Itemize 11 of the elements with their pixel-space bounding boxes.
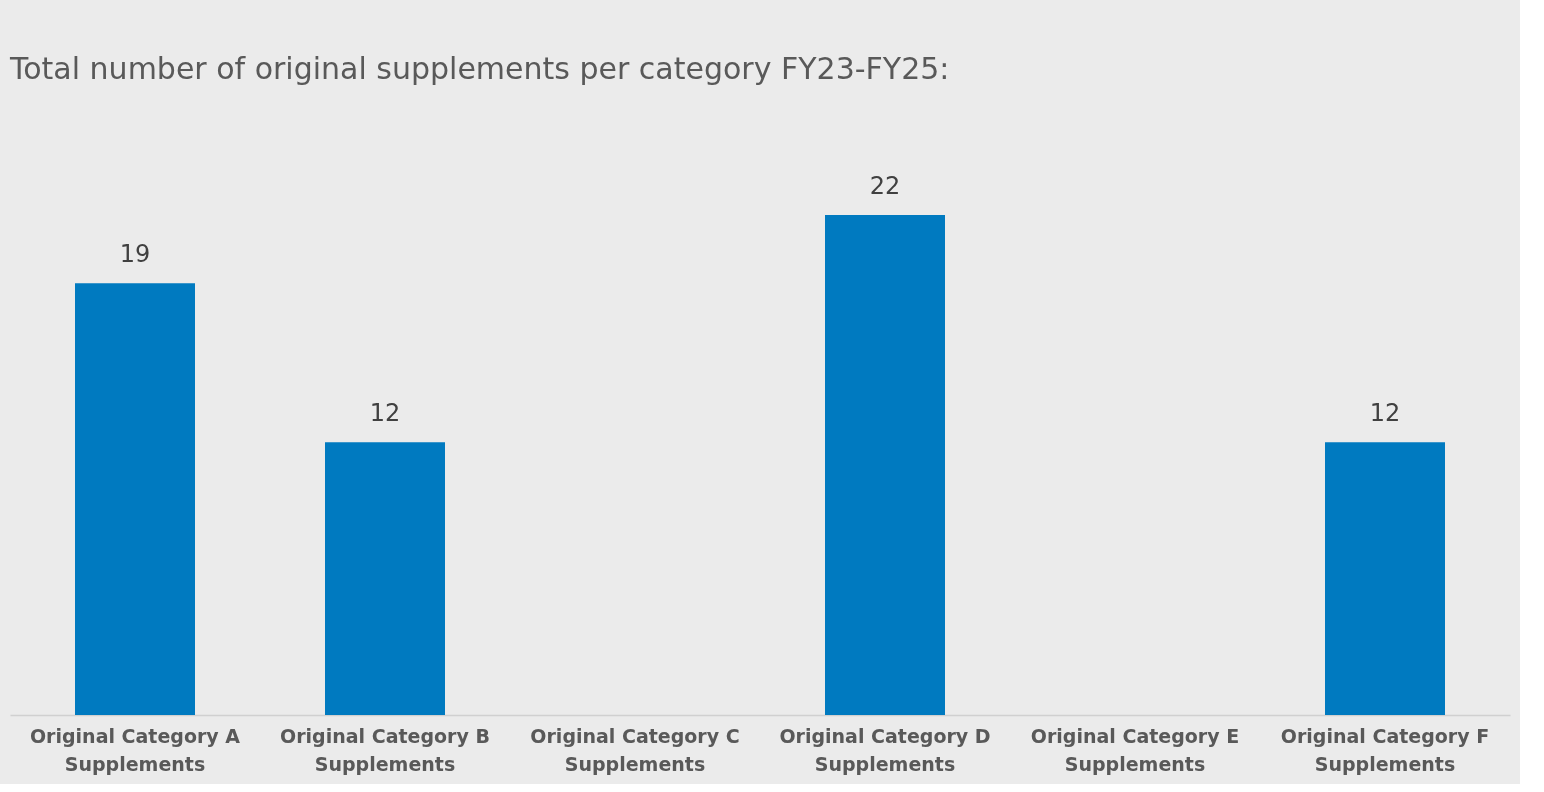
data-label: 22 bbox=[869, 172, 901, 200]
chart-title: Total number of original supplements per category FY23-FY25: bbox=[9, 51, 950, 86]
data-label: 12 bbox=[1369, 399, 1401, 428]
x-tick-label: Original Category C Supplements bbox=[530, 724, 740, 775]
x-tick-label: Original Category A Supplements bbox=[29, 724, 241, 775]
x-tick-label: Original Category D Supplements bbox=[779, 724, 991, 775]
data-label: 19 bbox=[119, 240, 151, 269]
x-tick-label: Original Category E Supplements bbox=[1030, 724, 1240, 775]
x-tick-label: Original Category F Supplements bbox=[1280, 724, 1490, 775]
x-tick-label: Original Category B Supplements bbox=[280, 724, 490, 775]
data-label: 12 bbox=[369, 399, 401, 428]
